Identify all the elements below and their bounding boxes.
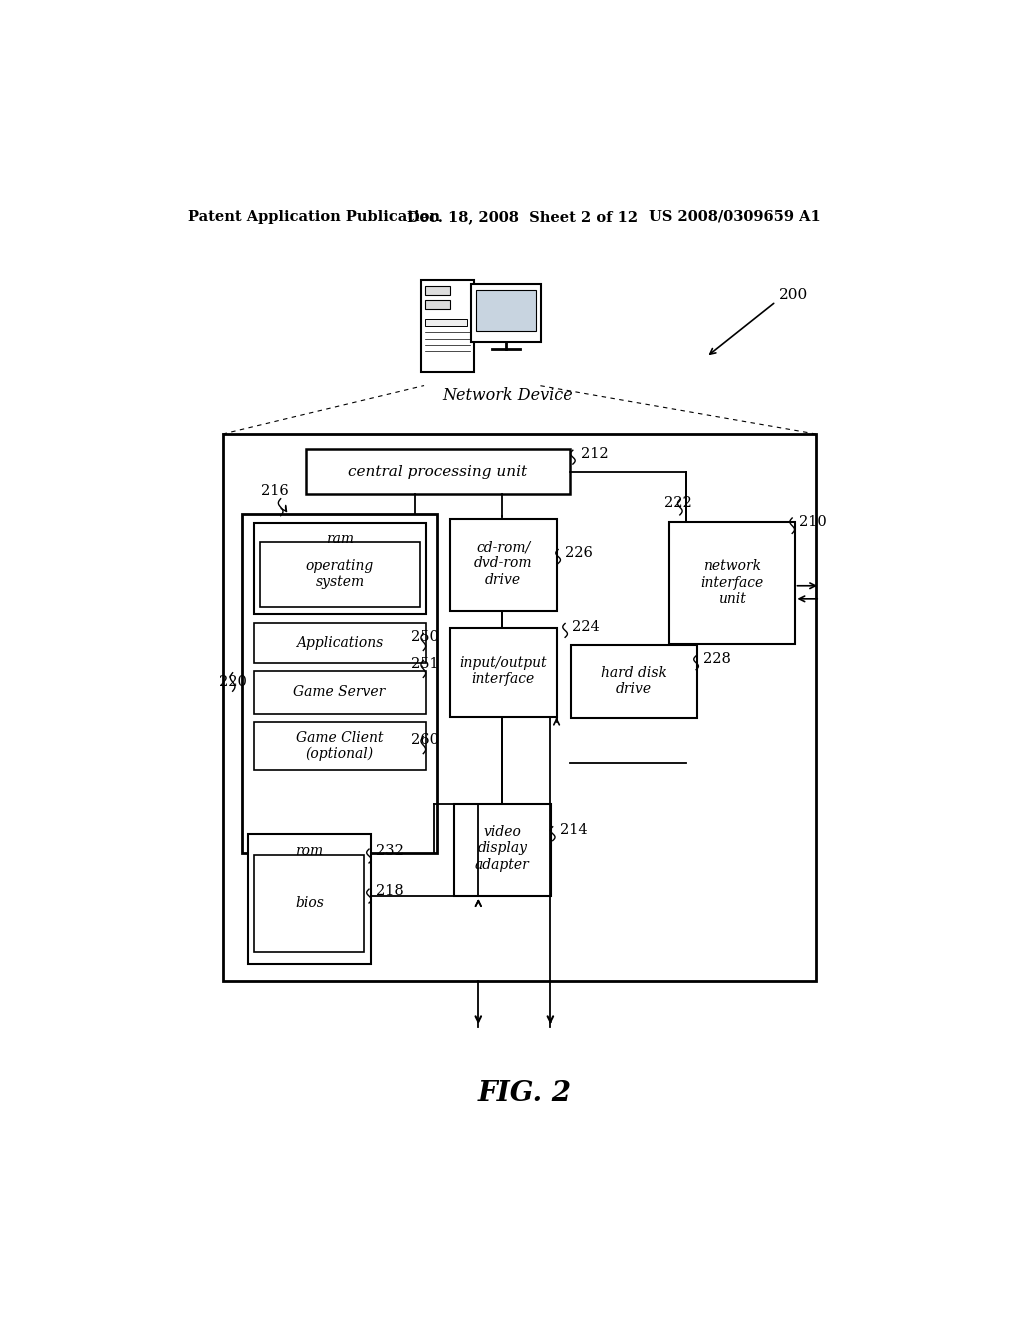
Text: 260: 260	[411, 733, 439, 747]
Text: 216: 216	[261, 484, 289, 498]
Text: 251: 251	[411, 657, 438, 672]
Text: 218: 218	[376, 884, 403, 899]
Bar	[248, 834, 371, 964]
Text: ram: ram	[326, 532, 353, 545]
Bar	[471, 284, 541, 342]
Bar	[425, 318, 467, 326]
Text: 226: 226	[565, 546, 593, 561]
Text: operating
system: operating system	[306, 560, 374, 589]
Text: bios: bios	[295, 896, 324, 909]
Text: video
display
adapter: video display adapter	[475, 825, 529, 871]
Text: rom: rom	[295, 845, 324, 858]
Bar	[254, 855, 365, 952]
Text: 212: 212	[581, 447, 608, 461]
Text: hard disk
drive: hard disk drive	[601, 667, 667, 697]
Bar	[222, 434, 816, 981]
Text: central processing unit: central processing unit	[348, 465, 527, 479]
Bar	[260, 543, 420, 607]
Bar	[669, 521, 795, 644]
Text: 232: 232	[376, 845, 403, 858]
Text: 220: 220	[219, 675, 248, 689]
Bar	[254, 623, 426, 663]
Text: Game Server: Game Server	[294, 685, 386, 700]
Text: Game Client
(optional): Game Client (optional)	[296, 730, 383, 762]
Text: Applications: Applications	[296, 636, 383, 649]
Bar	[476, 290, 537, 331]
Text: US 2008/0309659 A1: US 2008/0309659 A1	[649, 210, 820, 224]
Bar	[450, 519, 557, 611]
Bar	[571, 645, 697, 718]
Bar	[242, 515, 437, 853]
Text: input/output
interface: input/output interface	[460, 656, 547, 686]
Bar	[254, 671, 426, 714]
Text: Dec. 18, 2008  Sheet 2 of 12: Dec. 18, 2008 Sheet 2 of 12	[407, 210, 638, 224]
Text: 214: 214	[560, 822, 588, 837]
Text: 250: 250	[411, 631, 438, 644]
Text: 228: 228	[703, 652, 731, 665]
Text: network
interface
unit: network interface unit	[700, 560, 763, 606]
Bar	[425, 286, 450, 296]
Bar	[254, 523, 426, 614]
Text: 200: 200	[779, 289, 808, 302]
Text: FIG. 2: FIG. 2	[478, 1081, 571, 1107]
Bar	[454, 804, 551, 896]
Bar	[425, 300, 450, 309]
Text: Network Device: Network Device	[442, 387, 573, 404]
Bar	[254, 722, 426, 770]
Bar	[421, 280, 474, 372]
Text: 224: 224	[572, 619, 600, 634]
Bar	[450, 628, 557, 718]
Text: 222: 222	[665, 496, 692, 511]
Text: 210: 210	[799, 515, 827, 529]
Text: Patent Application Publication: Patent Application Publication	[187, 210, 439, 224]
Bar	[306, 450, 569, 494]
Text: cd-rom/
dvd-rom
drive: cd-rom/ dvd-rom drive	[474, 540, 532, 586]
